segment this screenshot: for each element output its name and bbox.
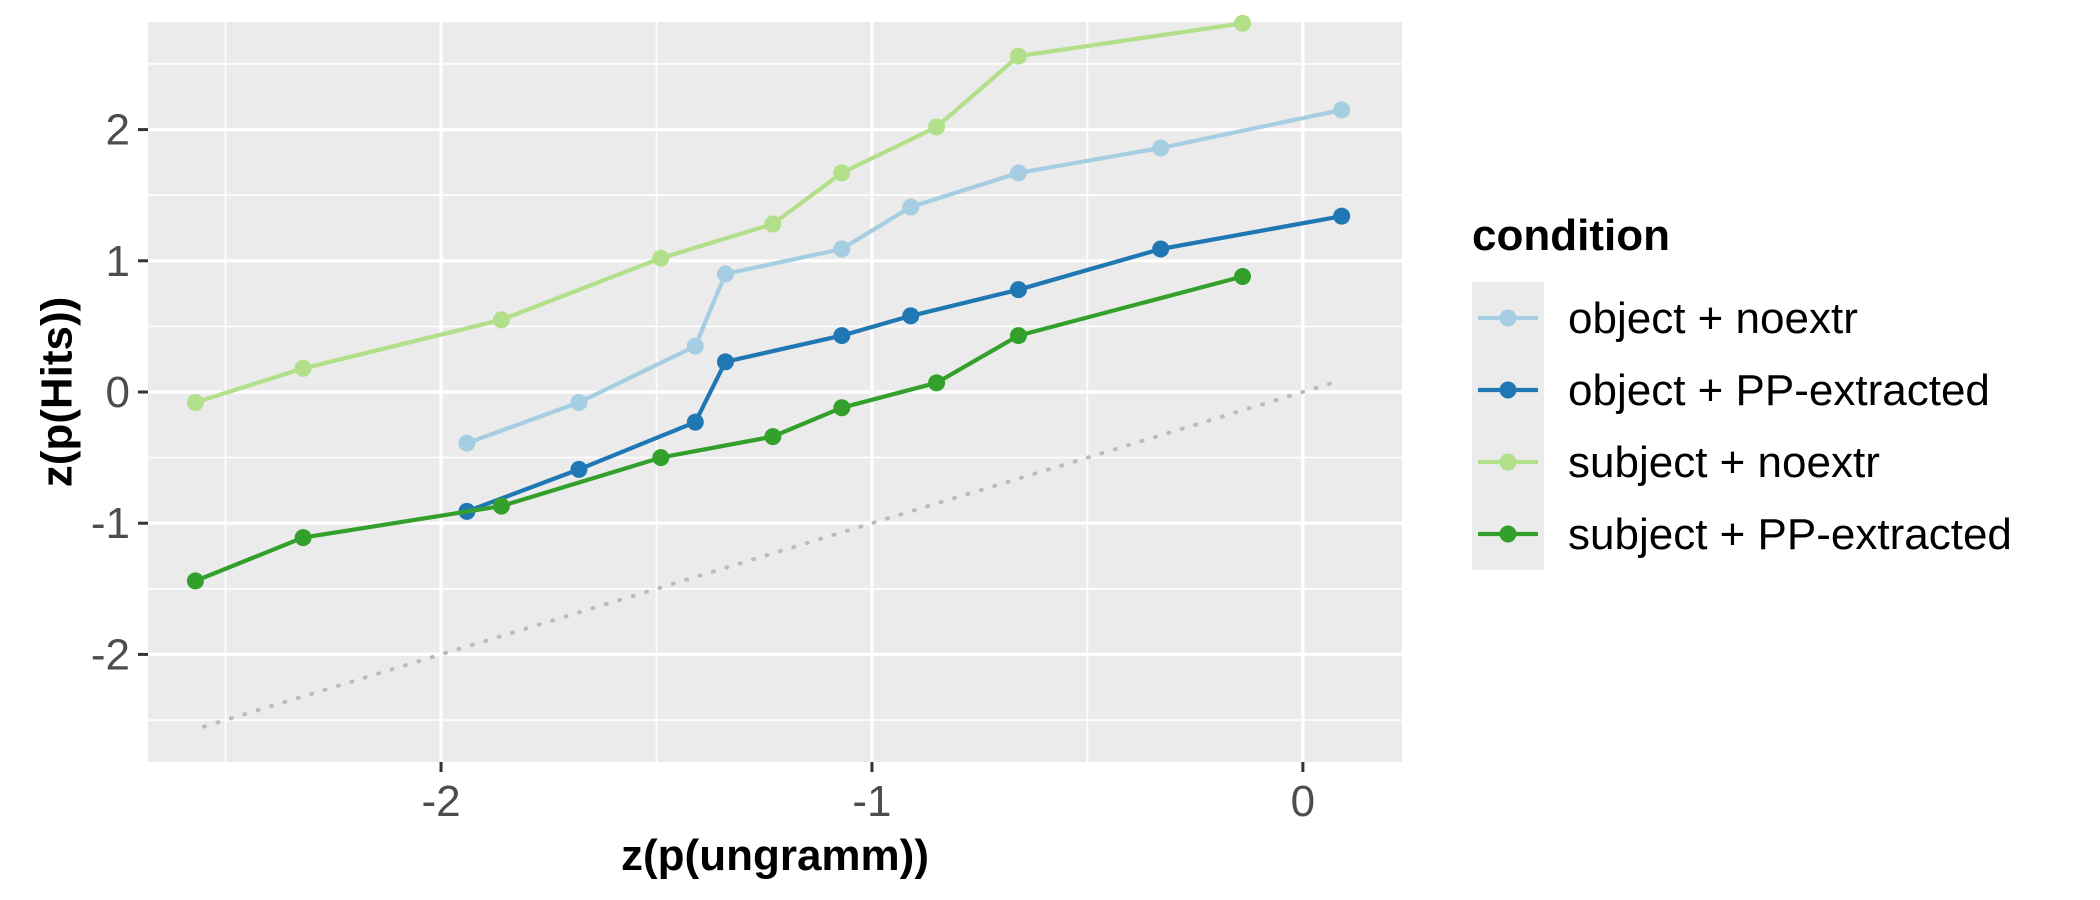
data-point	[902, 198, 920, 216]
data-point	[764, 428, 782, 446]
legend-key-point	[1499, 453, 1517, 471]
x-tick-label: -2	[421, 777, 460, 826]
data-point	[492, 311, 510, 329]
data-point	[186, 393, 204, 411]
data-point	[1152, 139, 1170, 157]
data-point	[458, 434, 476, 452]
data-point	[716, 265, 734, 283]
x-tick-label: 0	[1291, 777, 1315, 826]
y-axis: -2 -1 0 1 2	[91, 106, 148, 679]
legend-item: subject + PP-extracted	[1478, 510, 2012, 559]
data-point	[652, 249, 670, 267]
legend-key-point	[1499, 309, 1517, 327]
legend-key-background	[1472, 282, 1544, 570]
data-point	[833, 327, 851, 345]
data-point	[1152, 240, 1170, 258]
data-point	[686, 337, 704, 355]
data-point	[1009, 327, 1027, 345]
data-point	[492, 497, 510, 515]
legend-title: condition	[1472, 211, 1670, 260]
data-point	[928, 118, 946, 136]
legend-item: object + PP-extracted	[1478, 366, 1990, 415]
data-point	[833, 240, 851, 258]
data-point	[764, 215, 782, 233]
series-layer	[186, 14, 1351, 590]
x-tick-label: -1	[852, 777, 891, 826]
data-point	[1333, 207, 1351, 225]
series-2	[186, 14, 1252, 411]
x-axis: -2 -1 0	[421, 762, 1315, 826]
data-point	[716, 353, 734, 371]
y-tick-label: -2	[91, 630, 130, 679]
major-gridlines	[148, 22, 1402, 762]
data-point	[1333, 101, 1351, 119]
data-point	[652, 449, 670, 467]
data-point	[1234, 268, 1252, 286]
data-point	[928, 374, 946, 392]
legend-label: object + PP-extracted	[1568, 366, 1990, 415]
data-point	[902, 307, 920, 325]
y-tick-label: 1	[106, 237, 130, 286]
legend-key-point	[1499, 525, 1517, 543]
series-1	[458, 207, 1351, 520]
y-tick-label: 2	[106, 106, 130, 155]
data-point	[1009, 281, 1027, 299]
series-3	[186, 268, 1252, 590]
legend-key-point	[1499, 381, 1517, 399]
reference-line	[202, 379, 1340, 729]
data-point	[1009, 47, 1027, 65]
data-point	[570, 460, 588, 478]
data-point	[833, 399, 851, 417]
y-tick-label: 0	[106, 368, 130, 417]
reference-diagonal-line	[202, 379, 1340, 729]
series-0	[458, 101, 1351, 452]
data-point	[1009, 164, 1027, 182]
data-point	[186, 572, 204, 590]
legend-label: subject + noextr	[1568, 438, 1880, 487]
data-point	[570, 393, 588, 411]
data-point	[294, 529, 312, 547]
legend: condition object + noextr object + PP-ext…	[1472, 211, 2012, 570]
x-axis-title: z(p(ungramm))	[621, 831, 929, 880]
data-point	[686, 413, 704, 431]
legend-label: subject + PP-extracted	[1568, 510, 2012, 559]
legend-item: subject + noextr	[1478, 438, 1880, 487]
data-point	[833, 164, 851, 182]
y-tick-label: -1	[91, 499, 130, 548]
legend-item: object + noextr	[1478, 294, 1858, 343]
legend-label: object + noextr	[1568, 294, 1858, 343]
y-axis-title: z(p(Hits))	[32, 297, 81, 488]
data-point	[294, 359, 312, 377]
data-point	[1234, 14, 1252, 32]
legend-items: object + noextr object + PP-extracted subj…	[1478, 294, 2012, 559]
